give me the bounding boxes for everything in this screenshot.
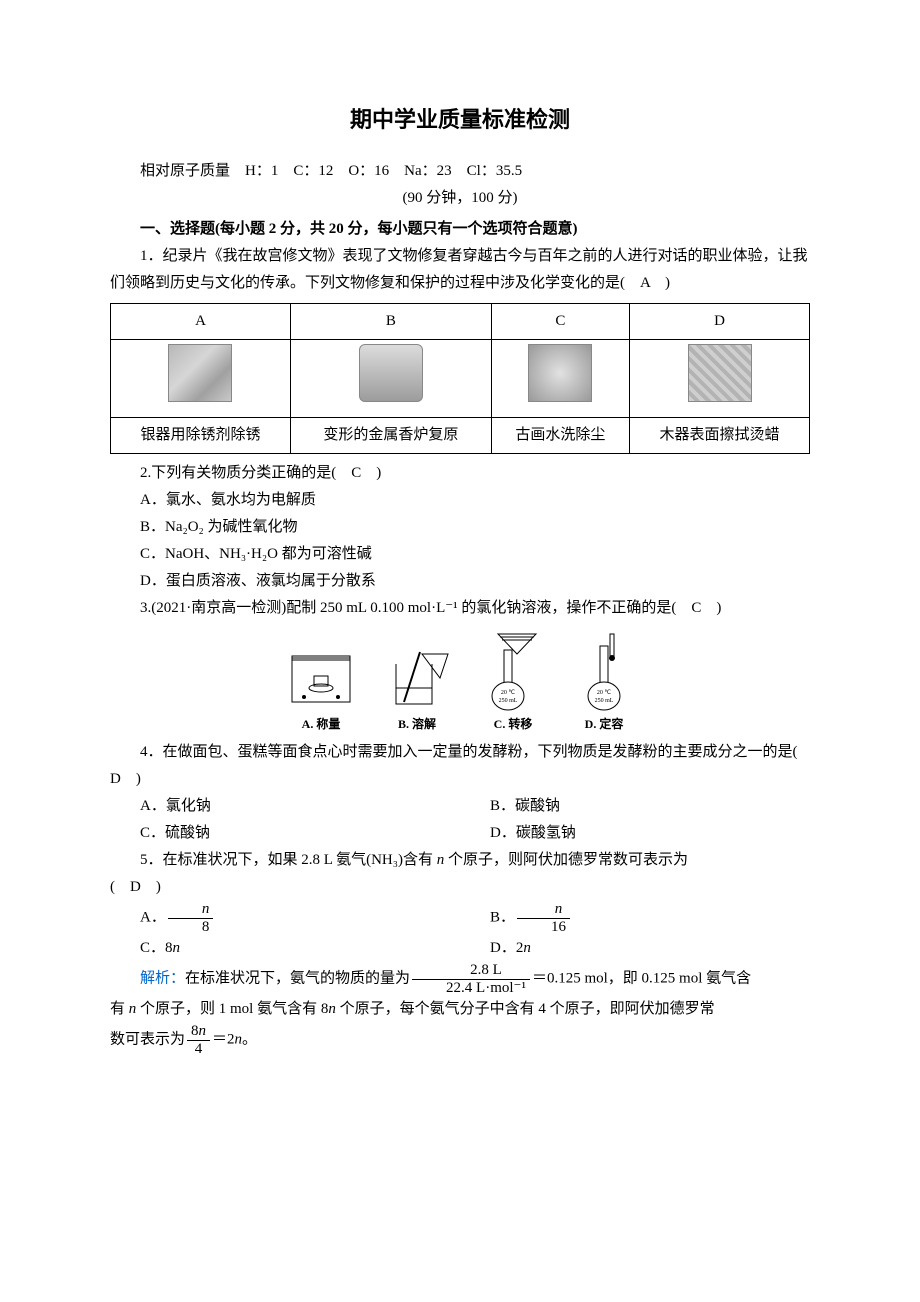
q3-fig-b-caption: B. 溶解	[382, 714, 452, 736]
q5-options-row1: A．n8 B．n16	[110, 901, 810, 935]
painting-icon	[528, 344, 592, 402]
q1-image-a	[111, 339, 291, 417]
q3-fig-d-caption: D. 定容	[574, 714, 634, 736]
page-title: 期中学业质量标准检测	[110, 100, 810, 140]
q4-stem: 4．在做面包、蛋糕等面食点心时需要加入一定量的发酵粉，下列物质是发酵粉的主要成分…	[110, 739, 810, 793]
variable-n: n	[328, 1001, 336, 1017]
variable-n: n	[523, 940, 531, 956]
q3-fig-a: A. 称量	[286, 646, 356, 736]
explain-text: 有	[110, 1001, 129, 1017]
balance-icon	[286, 646, 356, 712]
q1-image-d	[630, 339, 810, 417]
censer-icon	[359, 344, 423, 402]
q4-option-b: B．碳酸钠	[460, 793, 810, 820]
frac-num: n	[517, 901, 570, 919]
transfer-icon: 20 ℃ 250 mL	[478, 632, 548, 712]
q5-c-text: C．8	[140, 940, 173, 956]
dissolve-icon	[382, 646, 452, 712]
frac-den: 16	[517, 919, 570, 936]
q5-option-a: A．n8	[110, 901, 460, 935]
q3-fig-a-caption: A. 称量	[286, 714, 356, 736]
svg-text:20 ℃: 20 ℃	[597, 690, 612, 696]
explain-text: ＝2	[212, 1032, 235, 1048]
frac-num: 8n	[187, 1023, 210, 1041]
q5-options-row2: C．8n D．2n	[110, 935, 810, 962]
q2-option-d: D．蛋白质溶液、液氯均属于分散系	[110, 568, 810, 595]
q4-option-d: D．碳酸氢钠	[460, 820, 810, 847]
q1-caption-a: 银器用除锈剂除锈	[111, 417, 291, 453]
svg-text:20 ℃: 20 ℃	[501, 690, 516, 696]
fraction: 8n4	[187, 1023, 210, 1057]
q1-header-d: D	[630, 303, 810, 339]
q4-options-row1: A．氯化钠 B．碳酸钠	[110, 793, 810, 820]
q5-stem: 5．在标准状况下，如果 2.8 L 氨气(NH₃)含有 n 个原子，则阿伏加德罗…	[110, 847, 810, 874]
svg-text:250 mL: 250 mL	[595, 698, 614, 704]
variable-n: n	[235, 1032, 243, 1048]
q3-fig-c: 20 ℃ 250 mL C. 转移	[478, 632, 548, 736]
section-1-heading: 一、选择题(每小题 2 分，共 20 分，每小题只有一个选项符合题意)	[110, 216, 810, 243]
q5-option-d: D．2n	[460, 935, 810, 962]
q1-header-a: A	[111, 303, 291, 339]
explain-text: ＝0.125 mol，即 0.125 mol 氨气含	[532, 971, 751, 987]
q3-stem: 3.(2021·南京高一检测)配制 250 mL 0.100 mol·L⁻¹ 的…	[110, 595, 810, 622]
q5-option-b: B．n16	[460, 901, 810, 935]
q5-d-text: D．2	[490, 940, 523, 956]
q5-stem-mid: 个原子，则阿伏加德罗常数可表示为	[444, 852, 688, 868]
q4-options-row2: C．硫酸钠 D．碳酸氢钠	[110, 820, 810, 847]
q5-explain-line2: 有 n 个原子，则 1 mol 氨气含有 8n 个原子，每个氨气分子中含有 4 …	[110, 996, 810, 1023]
q5-explain-line3: 数可表示为8n4＝2n。	[110, 1023, 810, 1057]
q5-stem-post: ( D )	[110, 874, 810, 901]
volumetric-icon: 20 ℃ 250 mL	[574, 632, 634, 712]
atomic-mass: 相对原子质量 H：1 C：12 O：16 Na：23 Cl：35.5	[110, 158, 810, 185]
q3-fig-c-caption: C. 转移	[478, 714, 548, 736]
q4-option-a: A．氯化钠	[110, 793, 460, 820]
q5-stem-pre: 5．在标准状况下，如果 2.8 L 氨气(NH₃)含有	[140, 852, 437, 868]
q3-fig-d: 20 ℃ 250 mL D. 定容	[574, 632, 634, 736]
q3-fig-b: B. 溶解	[382, 646, 452, 736]
explain-text: 数可表示为	[110, 1032, 185, 1048]
q5-option-c: C．8n	[110, 935, 460, 962]
q4-option-c: C．硫酸钠	[110, 820, 460, 847]
q3-figures: A. 称量 B. 溶解 20 ℃ 250 mL C. 转移 20 ℃ 250 m…	[110, 632, 810, 736]
q1-header-b: B	[290, 303, 491, 339]
table-row: A B C D	[111, 303, 810, 339]
explain-text: 个原子，则 1 mol 氨气含有 8	[136, 1001, 328, 1017]
frac-num: n	[168, 901, 214, 919]
table-row: 银器用除锈剂除锈 变形的金属香炉复原 古画水洗除尘 木器表面擦拭烫蜡	[111, 417, 810, 453]
q1-header-c: C	[491, 303, 629, 339]
q2-stem: 2.下列有关物质分类正确的是( C )	[110, 460, 810, 487]
explain-text: 。	[242, 1032, 257, 1048]
explain-label: 解析：	[140, 971, 185, 987]
q1-stem: 1．纪录片《我在故宫修文物》表现了文物修复者穿越古今与百年之前的人进行对话的职业…	[110, 243, 810, 297]
q5-explain-line1: 解析：在标准状况下，氨气的物质的量为2.8 L22.4 L·mol⁻¹＝0.12…	[110, 962, 810, 996]
duration: (90 分钟，100 分)	[110, 185, 810, 212]
frac-den: 4	[187, 1041, 210, 1058]
q1-table: A B C D 银器用除锈剂除锈 变形的金属香炉复原 古画水洗除尘 木器表面擦拭…	[110, 303, 810, 454]
frac-den: 22.4 L·mol⁻¹	[412, 980, 530, 997]
q2-option-c: C．NaOH、NH₃·H₂O 都为可溶性碱	[110, 541, 810, 568]
table-row	[111, 339, 810, 417]
q2-option-a: A．氯水、氨水均为电解质	[110, 487, 810, 514]
q1-image-b	[290, 339, 491, 417]
q1-caption-b: 变形的金属香炉复原	[290, 417, 491, 453]
frac-den: 8	[168, 919, 214, 936]
wood-icon	[688, 344, 752, 402]
silverware-icon	[168, 344, 232, 402]
frac-num: 2.8 L	[412, 962, 530, 980]
fraction: 2.8 L22.4 L·mol⁻¹	[412, 962, 530, 996]
q1-image-c	[491, 339, 629, 417]
svg-text:250 mL: 250 mL	[499, 698, 518, 704]
variable-n: n	[173, 940, 181, 956]
explain-text: 在标准状况下，氨气的物质的量为	[185, 971, 410, 987]
explain-text: 个原子，每个氨气分子中含有 4 个原子，即阿伏加德罗常	[336, 1001, 715, 1017]
q1-caption-c: 古画水洗除尘	[491, 417, 629, 453]
q1-caption-d: 木器表面擦拭烫蜡	[630, 417, 810, 453]
q2-option-b: B．Na₂O₂ 为碱性氧化物	[110, 514, 810, 541]
